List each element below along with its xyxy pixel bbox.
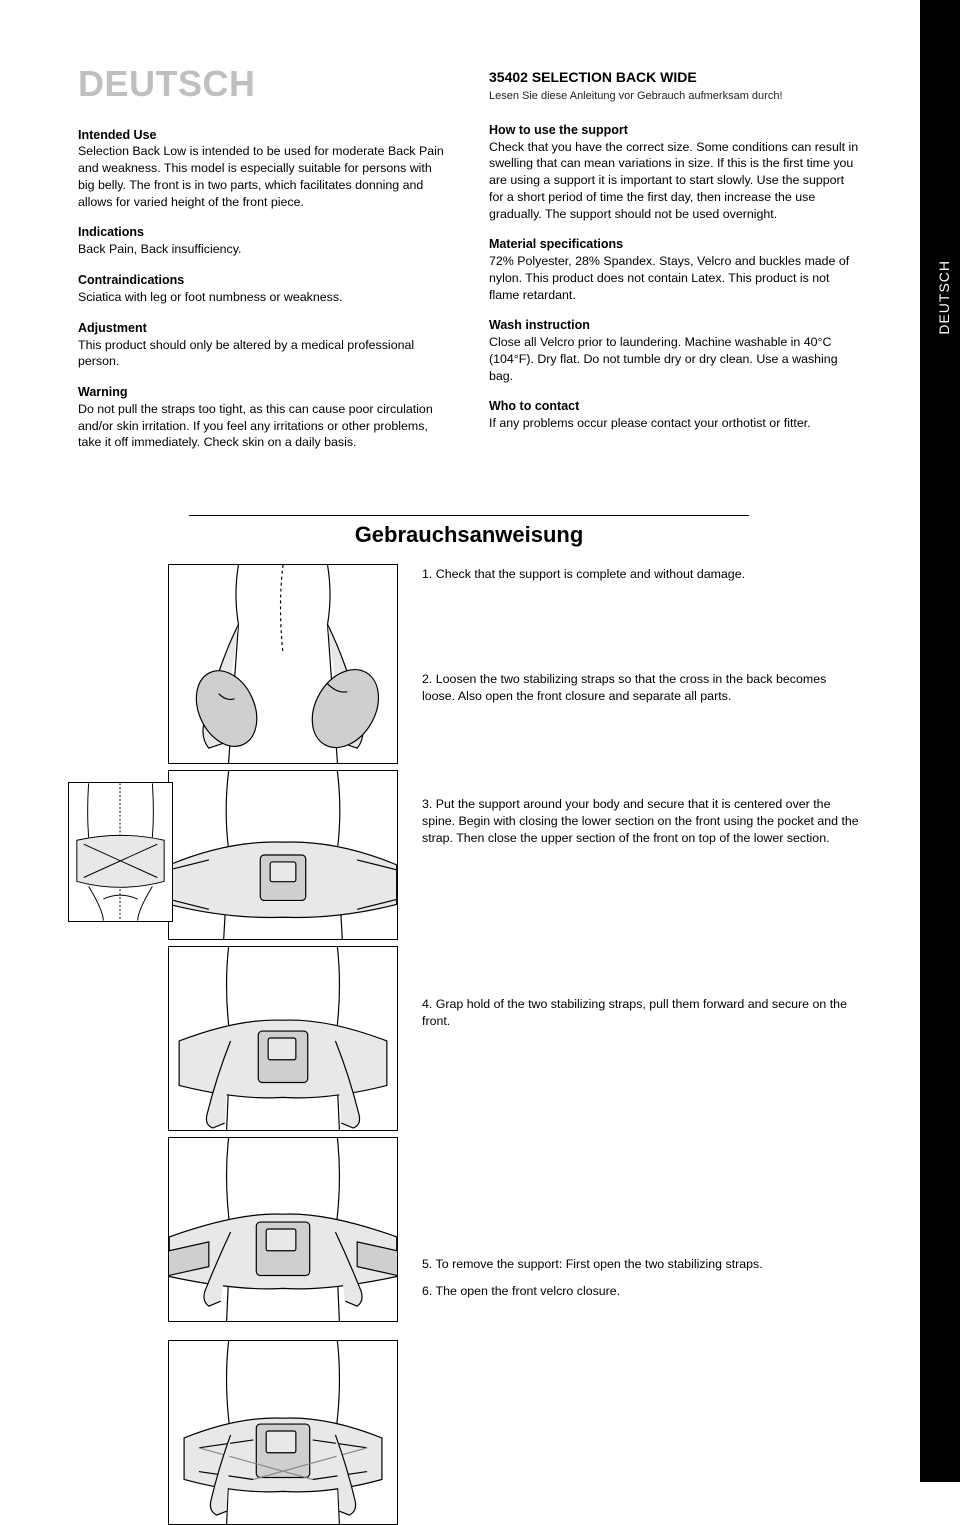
illustration-step-2 (168, 770, 398, 940)
illustration-step-2-inset (68, 782, 173, 922)
instruction-step: 6. The open the front velcro closure. (422, 1283, 860, 1300)
section-heading: Adjustment (78, 320, 449, 337)
instruction-step: 1. Check that the support is complete an… (422, 566, 860, 583)
illustration-step-4 (168, 1137, 398, 1322)
illustration-step-3 (168, 946, 398, 1131)
product-code: 35402 SELECTION BACK WIDE (489, 68, 860, 87)
section-heading: Contraindications (78, 272, 449, 289)
right-column: 35402 SELECTION BACK WIDE Lesen Sie dies… (489, 60, 860, 465)
section-body: Back Pain, Back insufficiency. (78, 241, 449, 258)
left-column: DEUTSCH Intended Use Selection Back Low … (78, 60, 449, 465)
section-body: This product should only be altered by a… (78, 337, 449, 370)
illustration-step-1 (168, 564, 398, 764)
section-body: Sciatica with leg or foot numbness or we… (78, 289, 449, 306)
instruction-step: 5. To remove the support: First open the… (422, 1256, 860, 1273)
language-sidebar: DEUTSCH (920, 0, 960, 1482)
section-contraindications: Contraindications Sciatica with leg or f… (78, 272, 449, 306)
language-title: DEUTSCH (78, 60, 449, 109)
section-warning: Warning Do not pull the straps too tight… (78, 384, 449, 451)
instruction-text-column: 1. Check that the support is complete an… (422, 564, 860, 1525)
section-heading: How to use the support (489, 122, 860, 139)
section-wash: Wash instruction Close all Velcro prior … (489, 317, 860, 384)
document-page: DEUTSCH Intended Use Selection Back Low … (0, 0, 920, 1482)
illustration-column (78, 564, 398, 1525)
section-body: Do not pull the straps too tight, as thi… (78, 401, 449, 451)
section-material: Material specifications 72% Polyester, 2… (489, 236, 860, 303)
section-body: 72% Polyester, 28% Spandex. Stays, Velcr… (489, 253, 860, 303)
section-heading: Warning (78, 384, 449, 401)
section-heading: Who to contact (489, 398, 860, 415)
language-tab: DEUTSCH (936, 260, 952, 335)
section-heading: Wash instruction (489, 317, 860, 334)
section-body: Selection Back Low is intended to be use… (78, 143, 449, 210)
illustration-step-5 (168, 1340, 398, 1525)
section-intended-use: Intended Use Selection Back Low is inten… (78, 127, 449, 211)
section-how-to-use: How to use the support Check that you ha… (489, 122, 860, 223)
section-body: Check that you have the correct size. So… (489, 139, 860, 223)
instructions-title: Gebrauchsanweisung (78, 522, 860, 548)
section-body: Close all Velcro prior to laundering. Ma… (489, 334, 860, 384)
instruction-step: 4. Grap hold of the two stabilizing stra… (422, 996, 860, 1029)
top-columns: DEUTSCH Intended Use Selection Back Low … (78, 60, 860, 465)
instruction-step: 2. Loosen the two stabilizing straps so … (422, 671, 860, 704)
read-note: Lesen Sie diese Anleitung vor Gebrauch a… (489, 89, 860, 104)
section-body: If any problems occur please contact you… (489, 415, 860, 432)
section-heading: Material specifications (489, 236, 860, 253)
instruction-step: 3. Put the support around your body and … (422, 796, 860, 846)
section-divider (189, 515, 749, 516)
section-indications: Indications Back Pain, Back insufficienc… (78, 224, 449, 258)
section-contact: Who to contact If any problems occur ple… (489, 398, 860, 432)
section-adjustment: Adjustment This product should only be a… (78, 320, 449, 370)
section-heading: Indications (78, 224, 449, 241)
instructions-area: 1. Check that the support is complete an… (78, 564, 860, 1525)
section-heading: Intended Use (78, 127, 449, 144)
